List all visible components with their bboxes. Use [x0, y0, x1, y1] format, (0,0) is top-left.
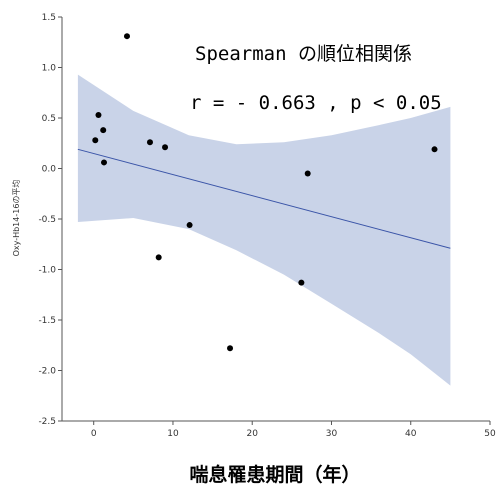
y-axis-label: Oxy-Hb14-16の平均: [11, 180, 21, 257]
regression-line-layer: [77, 148, 451, 249]
data-point: [123, 33, 130, 40]
y-tick-label: -2.5: [38, 417, 56, 427]
x-tick-label: 30: [326, 429, 338, 439]
data-point: [92, 137, 99, 144]
x-tick-label: 20: [246, 429, 258, 439]
y-tick-label: 1.0: [42, 64, 57, 74]
y-tick-label: -0.5: [38, 215, 56, 225]
y-tick-label: 0.0: [42, 165, 57, 175]
data-point: [155, 254, 162, 261]
confidence-band-layer: [77, 74, 451, 386]
axes: 1.5 1.0 0.5 0.0 -0.5 -1.0 -1.5 -2.0 -2.5 0 10 20 30 4…: [38, 13, 496, 439]
annotation-statistic: r = - 0.663 , p < 0.05: [190, 92, 442, 114]
confidence-band: [77, 74, 451, 386]
data-point: [95, 111, 102, 118]
x-tick-label: 10: [167, 429, 179, 439]
data-point: [101, 159, 108, 166]
y-tick-label: 0.5: [42, 114, 56, 124]
y-tick-label: 1.5: [42, 13, 56, 23]
data-point: [431, 146, 438, 153]
data-point: [162, 144, 169, 151]
x-axis-label: 喘息罹患期間（年）: [189, 463, 360, 486]
y-tick-label: -1.5: [38, 316, 56, 326]
data-point: [146, 139, 153, 146]
x-tick-label: 50: [484, 429, 496, 439]
y-tick-label: -1.0: [38, 266, 56, 276]
x-tick-label: 40: [405, 429, 417, 439]
annotation-method: Spearman の順位相関係: [195, 43, 412, 65]
data-point: [186, 222, 193, 229]
regression-line: [77, 148, 451, 249]
data-point: [298, 279, 305, 286]
y-tick-label: -2.0: [38, 367, 56, 377]
data-point: [100, 127, 107, 134]
x-tick-label: 0: [91, 429, 97, 439]
data-point: [304, 170, 311, 177]
data-points: [92, 33, 438, 352]
data-point: [227, 345, 234, 352]
